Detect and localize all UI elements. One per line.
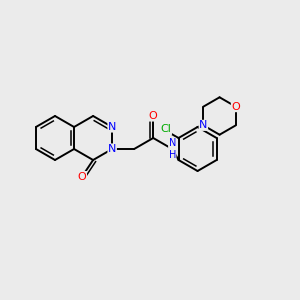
Text: O: O	[149, 111, 158, 121]
Text: N: N	[108, 144, 116, 154]
Text: N: N	[199, 120, 208, 130]
Text: O: O	[78, 172, 86, 182]
Text: O: O	[231, 102, 240, 112]
Text: N
H: N H	[169, 138, 176, 160]
Text: Cl: Cl	[160, 124, 171, 134]
Text: N: N	[108, 122, 116, 132]
